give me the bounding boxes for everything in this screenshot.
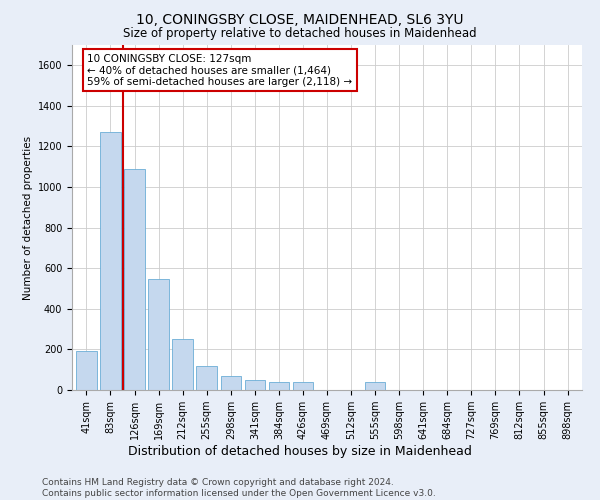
Text: 10 CONINGSBY CLOSE: 127sqm
← 40% of detached houses are smaller (1,464)
59% of s: 10 CONINGSBY CLOSE: 127sqm ← 40% of deta…	[88, 54, 352, 87]
Bar	[148, 280, 169, 390]
Text: Contains HM Land Registry data © Crown copyright and database right 2024.
Contai: Contains HM Land Registry data © Crown c…	[42, 478, 436, 498]
Bar	[221, 376, 241, 390]
Bar	[76, 352, 97, 390]
Bar	[269, 382, 289, 390]
Bar	[196, 366, 217, 390]
Bar	[124, 169, 145, 390]
Bar	[100, 132, 121, 390]
Text: Size of property relative to detached houses in Maidenhead: Size of property relative to detached ho…	[123, 28, 477, 40]
Bar	[293, 382, 313, 390]
Bar	[172, 340, 193, 390]
Text: 10, CONINGSBY CLOSE, MAIDENHEAD, SL6 3YU: 10, CONINGSBY CLOSE, MAIDENHEAD, SL6 3YU	[136, 12, 464, 26]
Text: Distribution of detached houses by size in Maidenhead: Distribution of detached houses by size …	[128, 444, 472, 458]
Bar	[245, 380, 265, 390]
Bar	[365, 382, 385, 390]
Y-axis label: Number of detached properties: Number of detached properties	[23, 136, 34, 300]
